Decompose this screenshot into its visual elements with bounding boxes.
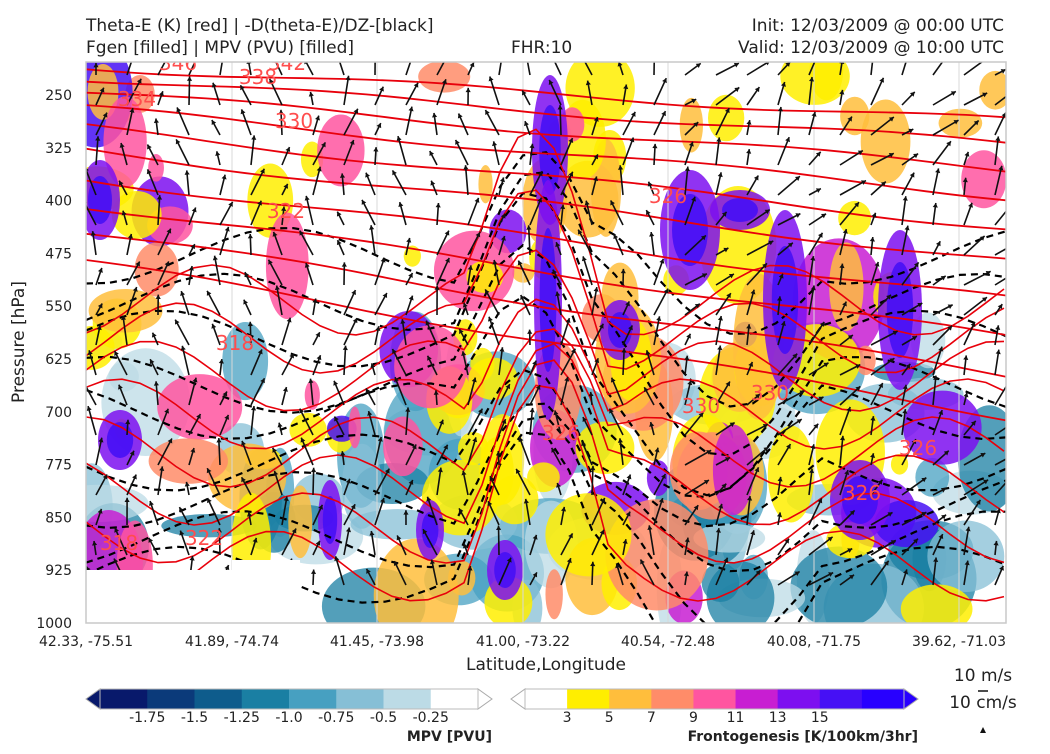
x-tick-label: 39.62, -71.03	[912, 634, 1006, 650]
y-tick-label: 400	[45, 194, 72, 210]
x-tick-label: 41.00, -73.22	[476, 634, 570, 650]
y-axis-label: Pressure [hPa]	[9, 281, 29, 403]
y-tick-label: 1000	[36, 616, 72, 632]
colorbar-segment	[736, 689, 779, 709]
colorbar-tick-label: -0.25	[413, 710, 449, 726]
colorbar-tick-label: 15	[811, 710, 829, 726]
colorbar-segment	[525, 689, 568, 709]
colorbar-segment	[651, 689, 694, 709]
y-tick-label: 850	[45, 510, 72, 526]
y-tick-label: 775	[45, 458, 72, 474]
colorbar-segment	[862, 689, 905, 709]
theta-e-label: 330	[751, 381, 789, 405]
fgen-fill-region	[708, 95, 744, 141]
theta-e-label: 326	[542, 421, 580, 445]
wind-key-horizontal: 10 m/s	[954, 666, 1012, 686]
fgen-fill-region	[829, 242, 863, 331]
colorbar-tick-label: 3	[563, 710, 572, 726]
title-right-valid: Valid: 12/03/2009 @ 10:00 UTC	[738, 38, 1004, 58]
fgen-fill-region	[418, 61, 470, 93]
theta-e-label: 330	[275, 109, 313, 133]
theta-e-label: 326	[649, 184, 687, 208]
x-tick-label: 40.08, -71.75	[767, 634, 861, 650]
theta-e-label: 322	[267, 199, 305, 223]
fgen-fill-region	[838, 201, 871, 235]
mpv-colorbar-label: MPV [PVU]	[407, 729, 492, 745]
fgen-fill-region	[317, 114, 364, 186]
title-left-line1: Theta-E (K) [red] | -D(theta-E)/DZ-[blac…	[85, 16, 434, 36]
colorbar-tick-label: 9	[689, 710, 698, 726]
y-tick-label: 325	[45, 141, 72, 157]
colorbar-segment	[336, 689, 384, 709]
colorbar-segment	[242, 689, 290, 709]
y-tick-labels: 250 325 400 475 550 625 700 775 850 925 1000	[36, 88, 72, 632]
colorbar-tick-label: 13	[769, 710, 787, 726]
mpv-fill-region	[790, 547, 887, 628]
y-tick-label: 700	[45, 405, 72, 421]
fgen-fill-region	[901, 584, 973, 633]
theta-e-label: 326	[899, 436, 937, 460]
theta-e-label: 334	[118, 87, 156, 111]
colorbar-tick-label: -0.75	[318, 710, 354, 726]
colorbar-tick-label: 7	[647, 710, 656, 726]
colorbar-segment	[609, 689, 652, 709]
fgen-max-core	[722, 198, 758, 222]
colorbar-right-extend	[478, 689, 492, 709]
colorbar-left-extend	[511, 689, 525, 709]
x-tick-label: 42.33, -75.51	[39, 634, 133, 650]
theta-e-label: 318	[216, 331, 254, 355]
fgen-max-core	[540, 228, 557, 372]
x-tick-label: 40.54, -72.48	[621, 634, 715, 650]
y-tick-label: 625	[45, 352, 72, 368]
colorbar-left-extend	[86, 689, 100, 709]
fgen-fill-region	[527, 462, 560, 492]
colorbar-segment	[778, 689, 821, 709]
colorbar-segment	[100, 689, 148, 709]
title-center-fhr: FHR:10	[511, 38, 572, 58]
y-tick-label: 250	[45, 88, 72, 104]
title-right-init: Init: 12/03/2009 @ 00:00 UTC	[752, 16, 1004, 36]
fgen-colorbar: 3 5 7 9 11 13 15	[511, 689, 918, 726]
colorbar-tick-label: -1.5	[181, 710, 208, 726]
colorbar-segment	[820, 689, 863, 709]
wind-key-vertical: 10 cm/s	[949, 693, 1017, 713]
x-axis-label: Latitude,Longitude	[466, 655, 626, 675]
x-tick-label: 41.45, -73.98	[330, 634, 424, 650]
colorbar-tick-label: -1.0	[275, 710, 302, 726]
colorbar-tick-label: 5	[605, 710, 614, 726]
x-tick-labels: 42.33, -75.51 41.89, -74.74 41.45, -73.98 4…	[39, 634, 1006, 650]
fgen-colorbar-label: Frontogenesis [K/100km/3hr]	[688, 729, 918, 745]
colorbar-segment	[195, 689, 243, 709]
theta-e-label: 326	[843, 481, 881, 505]
y-tick-label: 550	[45, 299, 72, 315]
theta-e-label: 322	[185, 526, 223, 550]
theta-e-label: 318	[100, 531, 138, 555]
colorbar-tick-label: 11	[727, 710, 745, 726]
colorbar-segment	[384, 689, 432, 709]
terrain-mask	[86, 570, 232, 623]
colorbar-segment	[147, 689, 195, 709]
y-tick-label: 925	[45, 563, 72, 579]
fgen-fill-region	[545, 569, 562, 619]
colorbar-segment	[431, 689, 479, 709]
colorbar-segment	[289, 689, 337, 709]
theta-e-label: 330	[682, 394, 720, 418]
colorbar-tick-label: -0.5	[370, 710, 397, 726]
colorbar-segment	[693, 689, 736, 709]
wind-key-vertical-arrow	[980, 727, 986, 733]
colorbar-right-extend	[904, 689, 918, 709]
mpv-colorbar: -1.75 -1.5 -1.25 -1.0 -0.75 -0.5 -0.25	[86, 689, 492, 726]
mpv-fill-region	[927, 521, 1004, 592]
fgen-fill-region	[647, 460, 670, 496]
title-left-line2: Fgen [filled] | MPV (PVU) [filled]	[86, 38, 354, 58]
fgen-fill-region	[383, 417, 423, 477]
y-tick-label: 475	[45, 246, 72, 262]
colorbar-tick-label: -1.75	[129, 710, 165, 726]
fgen-fill-region	[349, 406, 362, 448]
colorbar-tick-label: -1.25	[224, 710, 260, 726]
colorbar-segment	[567, 689, 610, 709]
x-tick-label: 41.89, -74.74	[185, 634, 279, 650]
